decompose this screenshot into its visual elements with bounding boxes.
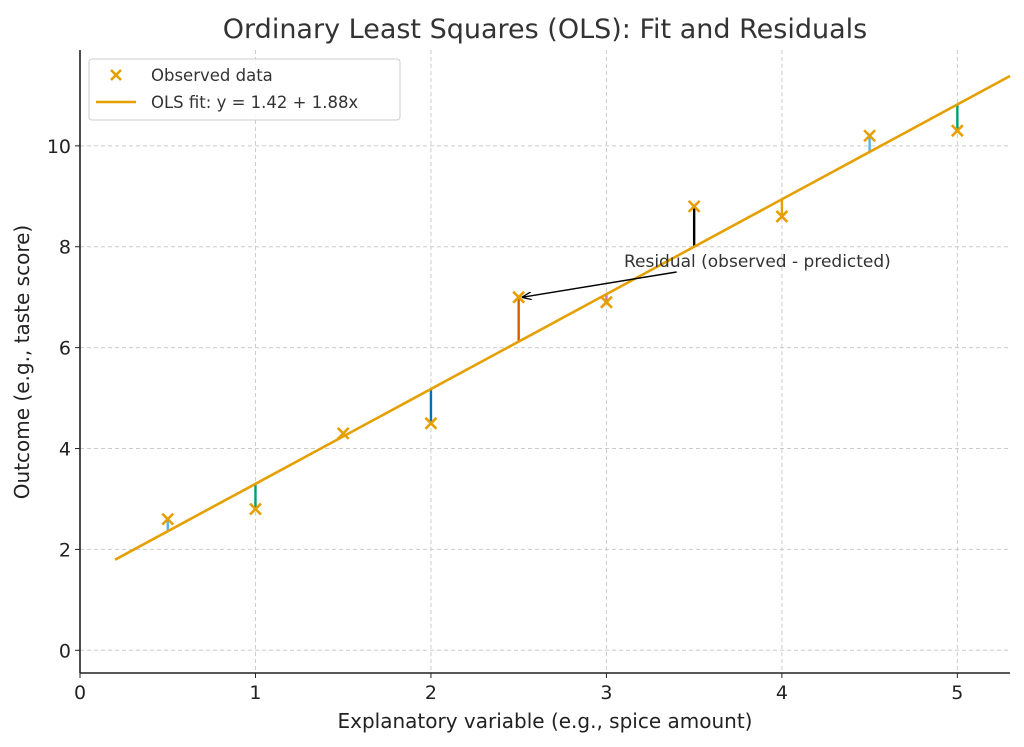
legend-label-fit: OLS fit: y = 1.42 + 1.88x	[151, 93, 358, 112]
data-point-stroke	[249, 502, 262, 516]
x-tick-label: 1	[249, 682, 261, 704]
legend-marker-x	[110, 69, 122, 81]
y-axis-label: Outcome (e.g., taste score)	[10, 225, 34, 499]
data-point	[424, 416, 438, 430]
data-point	[950, 124, 964, 138]
data-point-stroke	[863, 129, 877, 143]
x-tick-label: 4	[776, 682, 788, 704]
y-tick-label: 0	[59, 640, 71, 662]
observed-points	[161, 124, 964, 526]
data-point	[687, 199, 701, 213]
y-tick-label: 10	[47, 136, 71, 158]
data-point	[599, 295, 613, 309]
legend-label-observed: Observed data	[151, 66, 273, 85]
data-point	[863, 129, 877, 143]
fit-line-group	[114, 74, 1011, 561]
y-tick-label: 8	[59, 237, 71, 259]
y-tick-label: 4	[59, 439, 71, 461]
data-point-stroke	[599, 295, 613, 309]
data-point-stroke	[161, 512, 175, 526]
chart-title: Ordinary Least Squares (OLS): Fit and Re…	[223, 14, 867, 45]
data-point	[161, 512, 175, 526]
y-tick-label: 2	[59, 539, 71, 561]
legend: Observed data OLS fit: y = 1.42 + 1.88x	[88, 58, 401, 121]
data-point-stroke	[424, 416, 438, 430]
axes: 0 1 2 3 4 5 0 2 4 6 8 10	[47, 50, 1010, 704]
data-point	[775, 210, 789, 223]
data-point	[249, 502, 262, 516]
data-point-stroke	[336, 426, 350, 440]
annotation: Residual (observed - predicted)	[523, 252, 891, 297]
data-point-stroke	[950, 124, 964, 138]
fit-line	[114, 74, 1011, 561]
annotation-arrow	[523, 271, 677, 297]
x-tick-label: 3	[600, 682, 612, 704]
grid	[79, 50, 1010, 673]
x-tick-label: 2	[425, 682, 437, 704]
x-tick-label: 5	[951, 682, 963, 704]
x-axis-label: Explanatory variable (e.g., spice amount…	[338, 709, 753, 733]
data-point-stroke	[687, 199, 701, 213]
data-point	[336, 426, 350, 440]
legend-frame	[88, 58, 401, 121]
x-tick-label: 0	[74, 682, 86, 704]
data-point-stroke	[775, 210, 789, 223]
y-tick-label: 6	[59, 338, 71, 360]
annotation-text: Residual (observed - predicted)	[624, 252, 891, 272]
